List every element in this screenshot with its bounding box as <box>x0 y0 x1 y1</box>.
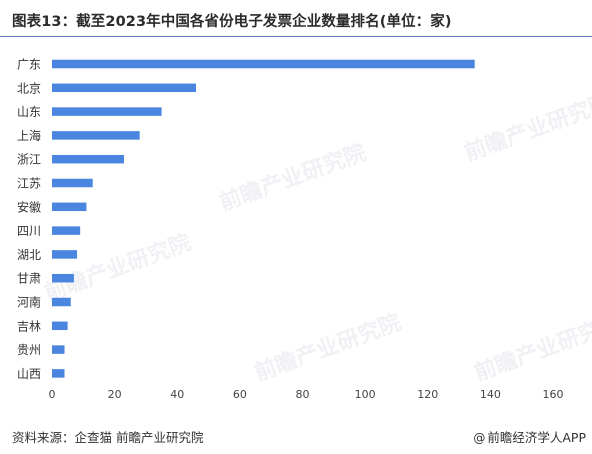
category-label: 北京 <box>17 81 41 95</box>
bar-上海 <box>52 131 140 140</box>
category-label: 湖北 <box>17 247 41 262</box>
source-note: 资料来源：企查猫 前瞻产业研究院 <box>12 430 204 445</box>
credit-text: 前瞻经济学人APP <box>487 430 586 445</box>
x-tick-label: 120 <box>417 388 438 401</box>
x-tick-label: 60 <box>233 388 247 401</box>
x-tick-label: 160 <box>543 388 564 401</box>
bar-河南 <box>52 297 71 307</box>
category-label: 河南 <box>17 295 41 310</box>
bar-山西 <box>52 369 65 378</box>
bar-江苏 <box>52 178 93 188</box>
x-tick-label: 80 <box>296 388 310 401</box>
x-tick-label: 20 <box>108 388 122 401</box>
category-label: 浙江 <box>17 153 41 167</box>
bar-广东 <box>52 59 475 69</box>
category-label: 甘肃 <box>17 272 41 286</box>
bar-贵州 <box>52 345 65 354</box>
bar-吉林 <box>52 321 68 331</box>
title-divider <box>0 36 592 37</box>
bar-湖北 <box>52 250 78 259</box>
category-label: 贵州 <box>17 343 41 357</box>
x-tick-label: 40 <box>170 388 184 401</box>
category-label: 山西 <box>17 367 41 381</box>
category-label: 安徽 <box>17 199 41 214</box>
x-tick-label: 0 <box>49 388 56 401</box>
category-label: 江苏 <box>17 177 41 191</box>
bar-甘肃 <box>52 273 74 283</box>
x-tick-label: 100 <box>355 388 376 401</box>
category-label: 山东 <box>17 105 41 119</box>
category-label: 广东 <box>17 58 41 72</box>
category-label: 上海 <box>17 128 41 143</box>
category-label: 四川 <box>17 224 41 238</box>
chart-title: 图表13：截至2023年中国各省份电子发票企业数量排名(单位：家) <box>12 14 452 30</box>
credit-note: @ 前瞻经济学人APP <box>473 427 586 446</box>
category-label: 吉林 <box>17 319 41 333</box>
bar-山东 <box>52 107 162 116</box>
bar-北京 <box>52 83 197 93</box>
bar-浙江 <box>52 154 125 164</box>
x-tick-label: 140 <box>480 388 501 401</box>
bar-安徽 <box>52 202 87 212</box>
bar-四川 <box>52 226 81 235</box>
at-icon: @ <box>473 431 486 445</box>
